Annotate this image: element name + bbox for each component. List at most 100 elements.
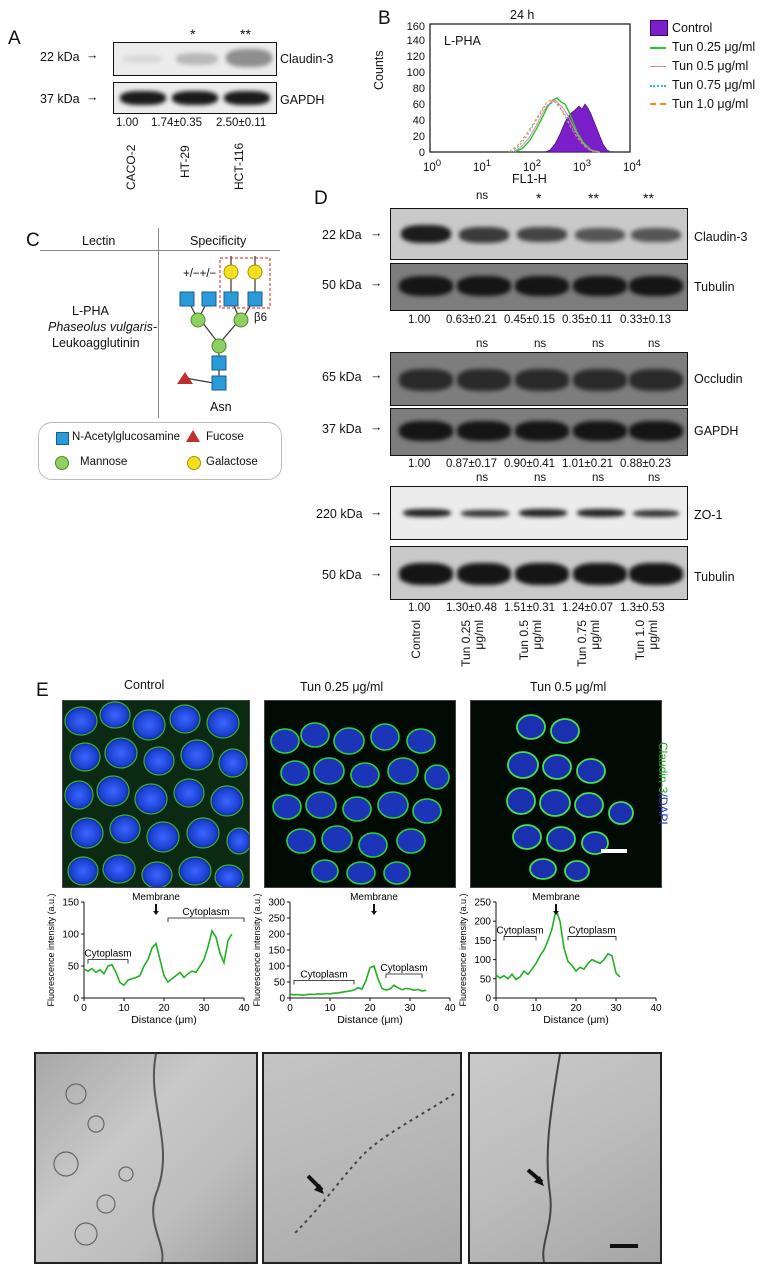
quant-value: 0.45±0.15 [504,314,556,326]
y-tick-label: 150 [474,936,491,947]
membrane-label: Membrane [532,892,580,903]
tubulin-blot [390,546,688,600]
tick-exp: 1 [485,158,492,169]
scale-bar [610,1244,638,1248]
significance-label: ** [643,190,654,206]
x-tick-label: 40 [238,1003,250,1014]
x-axis-label: Distance (μm) [337,1014,403,1026]
y-tick-label: 250 [474,898,491,909]
y-tick: 100 [407,67,425,79]
arrow-icon [534,1176,544,1186]
tubulin-blot [390,263,688,311]
quant-value: 0.35±0.11 [562,314,613,326]
panel-c-beta: β6 [254,312,268,324]
arrow-right-icon: → [370,505,383,519]
nuclei-field [471,701,661,887]
x-tick: 102 [523,158,541,174]
panel-a-letter: A [8,28,21,49]
galactose-icon [223,264,239,280]
y-tick-label: 0 [73,994,79,1005]
galactose-icon [247,264,263,280]
lane-line: μg/ml [588,620,602,650]
panel-d-letter: D [314,188,328,209]
y-tick-label: 50 [68,962,80,973]
panel-a-value: 1.74±0.35 [151,117,203,129]
marker-label: 220 kDa [316,507,363,521]
histogram-tun-0-75 [510,101,596,153]
arrow-icon [314,1184,324,1194]
legend-label: Tun 0.75 μg/ml [672,78,756,92]
x-tick-label: 20 [158,1003,170,1014]
quant-value: 0.90±0.41 [504,458,556,470]
legend-label: Tun 0.5 μg/ml [672,59,749,73]
x-tick-label: 10 [530,1003,542,1014]
quant-value: 0.63±0.21 [446,314,498,326]
quant-value: 1.00 [408,314,431,326]
nuclei-field [63,701,249,887]
arrow-right-icon: → [370,276,383,290]
x-axis-label: Distance (μm) [131,1014,197,1026]
protein-label: ZO-1 [694,508,723,522]
x-tick-label: 0 [287,1003,293,1014]
panel-a-marker-top: 22 kDa [40,50,80,64]
cytoplasm-bracket [167,917,245,922]
arrow-right-icon: → [86,90,99,104]
profile-line [289,964,427,996]
lane-line: μg/ml [530,620,544,650]
protein-label: Claudin-3 [694,230,748,244]
lane-line: Tun 0.25 [459,620,473,667]
fucose-icon [186,430,200,442]
y-tick-label: 100 [268,962,285,973]
profile-line [495,906,621,981]
legend-label: Tun 0.25 μg/ml [672,40,756,54]
panel-b-inset-label: L-PHA [444,34,481,48]
tem-texture [53,1054,164,1262]
significance-label: ns [648,472,661,484]
panel-a-lane-label: HCT-116 [232,142,246,190]
quant-value: 1.00 [408,602,431,614]
panel-a-claudin-blot [113,42,277,76]
y-tick-label: 200 [474,917,491,928]
protein-label: Tubulin [694,570,735,584]
panel-a-star: ** [240,26,251,42]
arrow-down-icon [371,911,377,915]
significance-label: ns [592,338,605,350]
profile-line [83,928,233,987]
y-tick: 140 [407,35,425,47]
tem-image-tun-0-25 [262,1052,462,1264]
lane-label: Tun 0.5 μg/ml [517,620,544,680]
y-tick: 120 [407,51,425,63]
x-tick-label: 40 [650,1003,662,1014]
panel-c-plusminus: +/−+/− [183,268,217,280]
x-tick-label: 20 [364,1003,376,1014]
y-ticks: 0 20 40 60 80 100 120 140 160 [407,22,425,159]
x-tick-label: 30 [610,1003,622,1014]
glcnac-icon [201,291,217,307]
tem-texture [293,1093,455,1235]
arrow-right-icon: → [86,48,99,62]
scale-bar [601,849,627,853]
legend-label: Tun 1.0 μg/ml [672,97,749,111]
cytoplasm-label: Cytoplasm [380,963,427,974]
significance-label: * [536,190,542,206]
quant-value: 1.00 [408,458,431,470]
tem-image-tun-0-5 [468,1052,662,1264]
quant-value: 0.87±0.17 [446,458,498,470]
table-divider [40,250,280,251]
quant-value: 1.51±0.31 [504,602,556,614]
y-tick-label: 150 [62,898,79,909]
profile-chart-tun-0-5: 0 50 100 150 200 250 0 10 20 30 40 Distance (μm) Flu… [458,892,662,1026]
panel-e-title: Tun 0.25 μg/ml [300,680,384,694]
arrow-right-icon: → [370,368,383,382]
nuclei-field [265,701,455,887]
legend-label: Mannose [80,456,128,468]
x-tick-label: 0 [81,1003,87,1014]
legend-label: Fucose [206,431,244,443]
histogram-control [544,103,612,153]
quant-value: 0.33±0.13 [620,314,672,326]
panel-a-gapdh-blot [113,82,277,114]
glcnac-icon [247,291,263,307]
tick-exp: 0 [435,158,442,169]
y-axis-label: Fluorescence intensity (a.u.) [252,893,262,1006]
arrow-right-icon: → [370,420,383,434]
